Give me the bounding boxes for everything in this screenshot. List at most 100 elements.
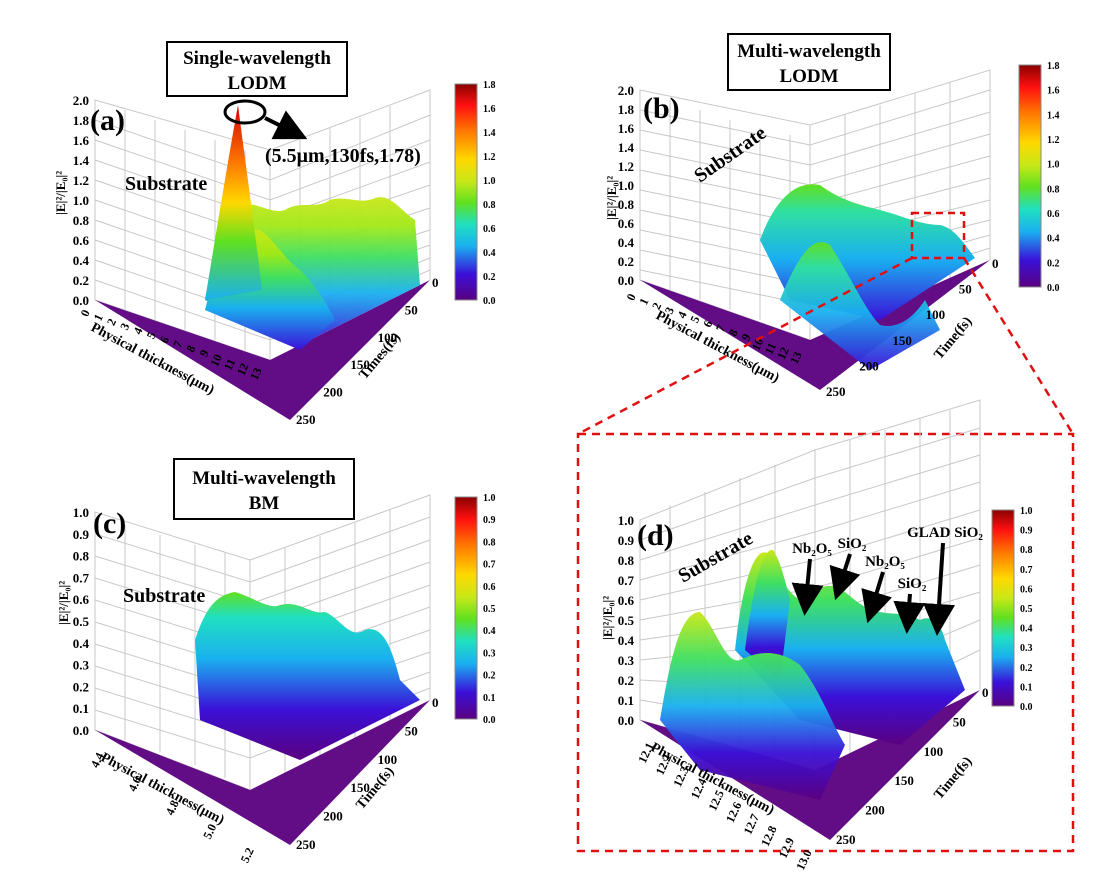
panel-a-colorbar-tick: 0.6 [483, 224, 496, 235]
panel-b-colorbar-tick: 0.0 [1047, 283, 1060, 294]
panel-c-x-tick: 4.4 [88, 750, 107, 770]
panel-d-y-label: Time(fs) [932, 754, 976, 802]
panel-b-z-tick: 1.0 [618, 178, 634, 193]
panel-a-colorbar-tick: 0.4 [483, 248, 496, 259]
panel-d-layer-arrow [893, 593, 926, 634]
panel-b-y-tick: 100 [926, 307, 946, 322]
panel-b-z-tick: 0.8 [618, 197, 635, 212]
panel-a-colorbar-tick: 1.6 [483, 104, 496, 115]
panel-a-x-tick: 9 [197, 348, 212, 359]
panel-a-peak-circle [223, 99, 267, 125]
panel-a-y-tick: 100 [378, 330, 398, 345]
panel-d-colorbar-tick: 0.3 [1020, 643, 1033, 654]
panel-b-z-tick: 0.2 [618, 254, 634, 269]
panel-c-title-line2: BM [249, 493, 280, 514]
panel-b-z-tick: 0.0 [618, 273, 634, 288]
panel-d: 0.0 0.1 0.2 0.3 0.4 0.5 0.6 0.7 0.8 0.9 1.0 0.0 0.1… [600, 399, 1033, 872]
panel-d-z-ticks: 0.0 0.1 0.2 0.3 0.4 0.5 0.6 0.7 0.8 0.9 1.0 [618, 513, 635, 728]
panel-c-colorbar-tick: 0.4 [483, 626, 496, 637]
panel-c-region-label: Substrate [123, 585, 205, 607]
panel-a-x-tick: 4 [130, 325, 145, 336]
panel-b: 0.0 0.2 0.4 0.6 0.8 1.0 1.2 1.4 1.6 1.8 0.0 0.2 0.4… [604, 33, 1060, 399]
panel-c-y-tick: 50 [405, 723, 418, 738]
panel-a-z-tick: 0.2 [73, 273, 89, 288]
panel-a-z-tick: 0.4 [73, 253, 90, 268]
panel-d-layer-label: GLAD SiO₂ [907, 525, 983, 541]
panel-c-z-tick: 0.3 [73, 658, 90, 673]
panel-b-x-tick: 4 [675, 309, 690, 320]
panel-d-x-tick: 12.6 [723, 800, 745, 825]
panel-a-x-tick: 3 [117, 321, 132, 332]
panel-b-colorbar-tick: 0.2 [1047, 258, 1060, 269]
panel-a-colorbar-tick: 1.8 [483, 80, 496, 91]
panel-b-x-tick: 7 [713, 323, 728, 334]
panel-d-z-tick: 0.4 [618, 633, 635, 648]
panel-d-layer-arrow [923, 542, 956, 636]
panel-a-title-line1: Single-wavelength [183, 48, 331, 69]
panel-d-layer-arrow [861, 571, 892, 624]
panel-b-y-tick: 0 [992, 256, 999, 271]
panel-c-colorbar-tick: 0.8 [483, 537, 496, 548]
panel-a-colorbar-ticks: 0.0 0.2 0.4 0.6 0.8 1.0 1.2 1.4 1.6 1.8 [483, 80, 496, 307]
panel-b-x-tick: 0 [623, 291, 638, 302]
panel-b-z-tick: 1.6 [618, 121, 635, 136]
panel-c-z-tick: 0.9 [73, 527, 90, 542]
panel-d-x-tick: 12.9 [776, 835, 798, 860]
panel-d-ridge-front [660, 612, 845, 800]
panel-d-z-tick: 0.6 [618, 593, 635, 608]
panel-b-y-ticks: 0 50 100 150 200 250 [826, 256, 999, 399]
panel-a-title-box [166, 41, 348, 97]
panel-a-peak [205, 105, 262, 300]
panel-a-z-label: |E|²/|E₀|² [53, 171, 68, 215]
panel-d-layer-label: SiO₂ [898, 576, 927, 592]
panel-c-x-tick: 4.8 [163, 798, 182, 818]
panel-d-colorbar-ticks: 0.0 0.1 0.2 0.3 0.4 0.5 0.6 0.7 0.8 0.9 1.0 [1020, 506, 1033, 713]
panel-d-floor [640, 690, 980, 840]
panel-d-z-tick: 0.7 [618, 573, 635, 588]
panel-c-z-tick: 0.7 [73, 570, 90, 585]
panel-d-z-tick: 0.5 [618, 613, 635, 628]
panel-a-x-tick: 7 [170, 339, 185, 350]
panel-a-x-tick: 11 [221, 356, 238, 372]
panel-d-colorbar-tick: 0.1 [1020, 682, 1033, 693]
panel-d-label: (d) [637, 519, 674, 552]
panel-c-title-line1: Multi-wavelength [192, 468, 336, 489]
panel-a-x-tick: 8 [183, 343, 198, 354]
panel-a-colorbar-tick: 1.4 [483, 128, 496, 139]
panel-d-colorbar-tick: 0.9 [1020, 526, 1033, 537]
panel-c-z-ticks: 0.0 0.1 0.2 0.3 0.4 0.5 0.6 0.7 0.8 0.9 1.0 [73, 505, 90, 738]
zoom-connector-right [962, 257, 1075, 435]
panel-b-floor [640, 260, 990, 390]
panel-b-colorbar-tick: 0.8 [1047, 184, 1060, 195]
panel-a-z-tick: 1.6 [73, 133, 90, 148]
panel-b-title-box [727, 33, 891, 91]
panel-b-colorbar [1018, 64, 1042, 288]
panel-c-x-tick: 5.2 [238, 845, 257, 865]
panel-d-x-tick: 13.0 [793, 847, 815, 872]
panel-a-peak-arrow [264, 110, 308, 140]
panel-d-y-tick: 50 [953, 714, 966, 729]
panel-a: 0.0 0.2 0.4 0.6 0.8 1.0 1.2 1.4 1.6 1.8 0.0 0.2 0.4… [53, 41, 496, 427]
panel-a-x-tick: 2 [104, 316, 119, 327]
panel-a-z-tick: 1.4 [73, 153, 90, 168]
panel-b-z-tick: 1.8 [618, 102, 635, 117]
panel-b-z-tick: 2.0 [618, 83, 634, 98]
panel-b-x-tick: 13 [787, 349, 805, 366]
panel-b-label: (b) [643, 92, 680, 125]
panel-d-y-tick: 200 [865, 803, 885, 818]
panel-b-colorbar-tick: 1.4 [1047, 110, 1060, 121]
panel-c-colorbar-tick: 0.6 [483, 582, 496, 593]
panel-a-z-tick: 0.8 [73, 213, 90, 228]
panel-c-z-tick: 0.1 [73, 701, 89, 716]
panel-c-colorbar-tick: 0.7 [483, 560, 496, 571]
panel-a-title-line2: LODM [227, 73, 286, 94]
panel-d-z-tick: 0.8 [618, 553, 635, 568]
panel-c-colorbar-tick: 0.5 [483, 604, 496, 615]
panel-b-y-tick: 200 [859, 358, 879, 373]
panel-c-y-tick: 200 [323, 809, 343, 824]
panel-c-z-label: |E|²/|E₀|² [56, 581, 71, 625]
panel-c-y-tick: 150 [350, 780, 370, 795]
panel-b-y-tick: 150 [892, 333, 912, 348]
panel-d-colorbar-tick: 0.8 [1020, 545, 1033, 556]
